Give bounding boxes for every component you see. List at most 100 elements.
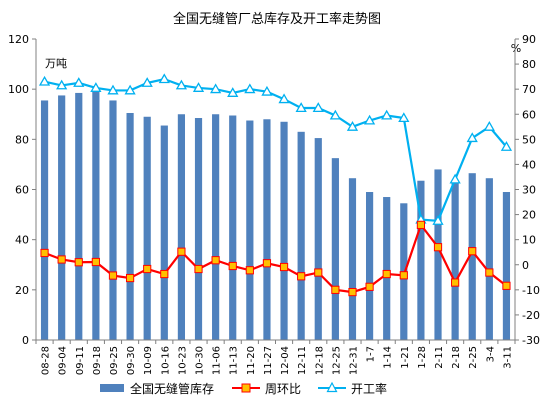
change-point-1-14	[382, 269, 391, 279]
change-point-09-18	[91, 257, 100, 267]
bar-11-20	[246, 120, 254, 340]
right-tick-label: 10	[522, 234, 536, 247]
change-point-2-18	[451, 278, 460, 287]
rate-point-3-4	[483, 120, 495, 131]
right-tick-label: 60	[522, 108, 536, 121]
right-axis-unit: %	[511, 42, 521, 55]
rate-point-1-14	[381, 109, 393, 120]
left-tick-label: 120	[8, 33, 29, 46]
legend-label-change: 周环比	[265, 382, 301, 396]
right-tick-label: 0	[522, 259, 529, 272]
change-point-10-09	[143, 264, 152, 274]
x-tick-label: 2-18	[451, 346, 462, 369]
bar-2-25	[468, 173, 476, 340]
left-axis-unit: 万吨	[45, 57, 67, 70]
change-point-10-23	[177, 247, 186, 256]
change-point-3-11	[502, 281, 511, 290]
rate-point-11-20	[244, 83, 256, 94]
x-tick-label: 1-21	[400, 346, 411, 369]
rate-point-3-11	[500, 141, 513, 151]
rate-point-12-04	[278, 93, 290, 104]
rate-point-10-30	[192, 82, 205, 92]
bar-10-30	[194, 118, 203, 340]
rate-point-12-11	[295, 102, 307, 113]
bar-12-25	[331, 158, 339, 340]
bar-10-23	[177, 114, 186, 340]
left-tick-label: 0	[22, 334, 29, 347]
rate-point-09-30	[124, 84, 136, 95]
left-tick-label: 80	[15, 133, 29, 146]
bar-1-14	[383, 197, 391, 340]
change-point-1-7	[365, 282, 374, 291]
change-point-12-11	[297, 272, 306, 281]
rate-point-1-7	[363, 114, 376, 125]
x-tick-label: 3-4	[485, 346, 496, 362]
right-tick-label: -10	[522, 284, 540, 297]
change-point-2-25	[468, 247, 477, 256]
x-tick-label: 09-04	[58, 346, 69, 375]
x-tick-label: 12-25	[331, 346, 342, 375]
x-tick-label: 10-16	[160, 346, 171, 375]
rate-point-09-11	[73, 77, 85, 87]
rate-point-09-25	[107, 84, 119, 95]
x-tick-label: 09-11	[75, 346, 86, 375]
rate-point-11-06	[210, 83, 222, 94]
rate-point-11-13	[227, 87, 239, 97]
x-tick-label: 2-11	[434, 346, 445, 369]
rate-point-10-09	[141, 77, 153, 87]
change-point-11-20	[245, 266, 254, 275]
x-tick-label: 09-30	[126, 346, 137, 375]
rate-point-2-18	[449, 173, 461, 184]
change-point-1-21	[399, 271, 408, 280]
rate-point-09-04	[56, 79, 68, 90]
axes-layer: 0 20 40 60 80 100 120 -30 -20 -10 0 10 20 30 40 50 60 70 8…	[8, 33, 540, 375]
bar-09-25	[109, 100, 117, 341]
change-point-08-28	[40, 248, 49, 258]
x-tick-label: 3-11	[502, 346, 513, 369]
x-tick-label: 11-20	[246, 346, 257, 375]
change-point-12-25	[331, 285, 340, 294]
x-tick-label: 1-7	[366, 346, 377, 362]
legend-label-bar: 全国无缝管库存	[130, 381, 214, 396]
bar-12-11	[297, 131, 305, 340]
change-point-10-16	[160, 269, 169, 279]
x-tick-label: 10-09	[143, 346, 154, 375]
right-tick-label: 30	[522, 184, 536, 197]
left-tick-label: 100	[8, 83, 29, 96]
legend-swatch-bar	[100, 384, 124, 392]
x-tick-label: 11-27	[263, 346, 274, 375]
left-tick-label: 20	[15, 284, 29, 297]
right-tick-label: 90	[522, 33, 536, 46]
left-tick-label: 40	[15, 234, 29, 247]
x-tick-label: 2-25	[468, 346, 479, 369]
bar-3-11	[502, 192, 511, 340]
bar-3-4	[485, 178, 493, 340]
bar-1-28	[417, 180, 425, 340]
rate-point-12-25	[329, 109, 341, 120]
rate-point-11-27	[261, 85, 273, 96]
rate-point-10-16	[158, 73, 170, 84]
lines-layer	[38, 73, 513, 297]
change-point-09-25	[108, 271, 118, 280]
change-point-09-11	[74, 258, 83, 267]
bar-08-28	[40, 100, 49, 341]
rate-point-12-18	[312, 102, 324, 113]
right-tick-label: 80	[522, 58, 536, 71]
bar-09-18	[92, 90, 100, 340]
bar-12-04	[280, 121, 288, 341]
rate-point-09-18	[90, 82, 102, 92]
change-point-12-18	[314, 268, 323, 277]
change-point-1-28	[416, 220, 426, 229]
x-tick-label: 1-14	[383, 346, 394, 369]
bar-10-16	[160, 125, 168, 340]
change-point-11-27	[262, 259, 272, 268]
change-point-3-4	[485, 268, 494, 277]
change-point-11-06	[211, 256, 220, 265]
bar-2-11	[434, 169, 442, 340]
x-tick-label: 12-04	[280, 346, 291, 375]
bar-12-18	[314, 138, 322, 340]
bar-11-27	[263, 119, 271, 341]
left-tick-label: 60	[15, 184, 29, 197]
